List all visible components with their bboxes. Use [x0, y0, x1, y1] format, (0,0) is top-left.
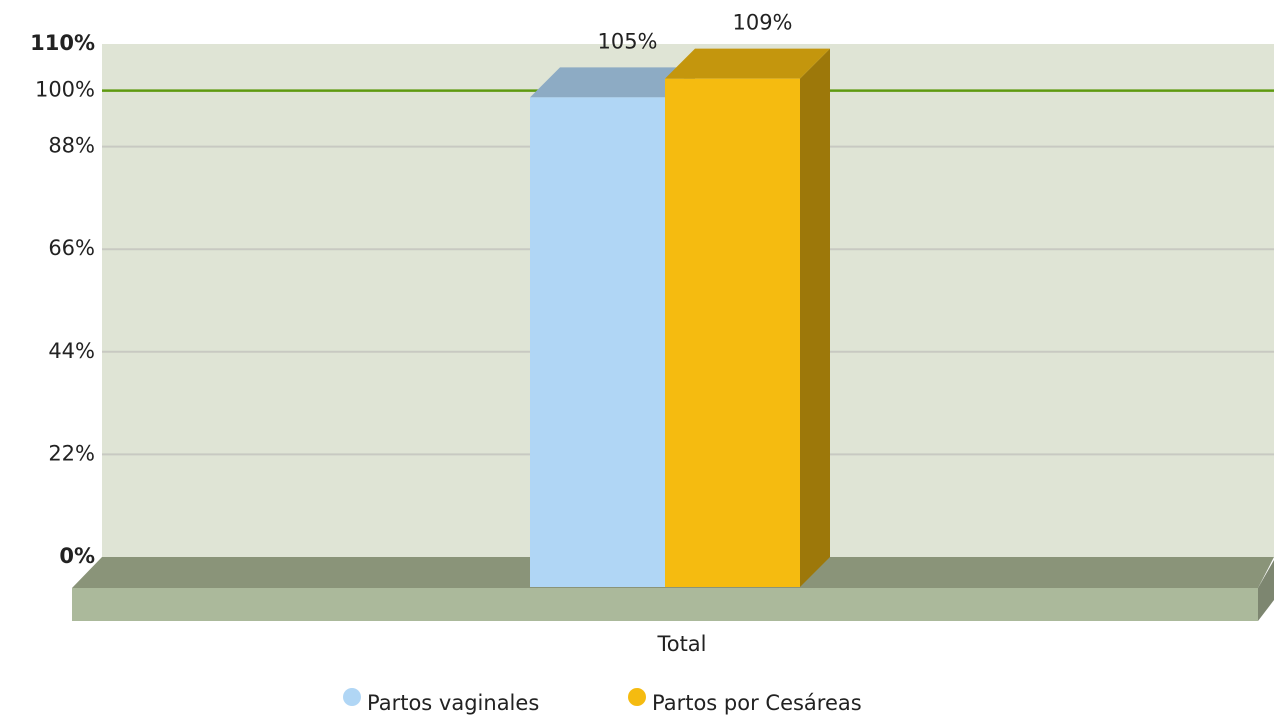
target-label: 100%: [35, 78, 95, 102]
y-tick-label: 44%: [48, 339, 95, 363]
y-tick-label: 88%: [48, 134, 95, 158]
value-label: 109%: [732, 11, 792, 35]
value-label: 105%: [597, 29, 657, 53]
floor-front: [72, 588, 1258, 621]
y-tick-label: 22%: [48, 441, 95, 465]
legend-swatch: [628, 688, 646, 706]
bar-top: [530, 67, 695, 98]
bar-top: [665, 48, 830, 79]
floor-side: [1258, 560, 1274, 621]
bar-side: [800, 48, 830, 587]
y-tick-label: 0%: [59, 544, 95, 568]
bar: [665, 78, 800, 587]
legend-swatch: [343, 688, 361, 706]
x-tick-label: Total: [656, 632, 706, 656]
legend-label: Partos vaginales: [367, 691, 539, 715]
bar: [530, 97, 665, 588]
y-tick-label: 110%: [30, 31, 95, 55]
legend-label: Partos por Cesáreas: [652, 691, 862, 715]
y-tick-label: 66%: [48, 236, 95, 260]
